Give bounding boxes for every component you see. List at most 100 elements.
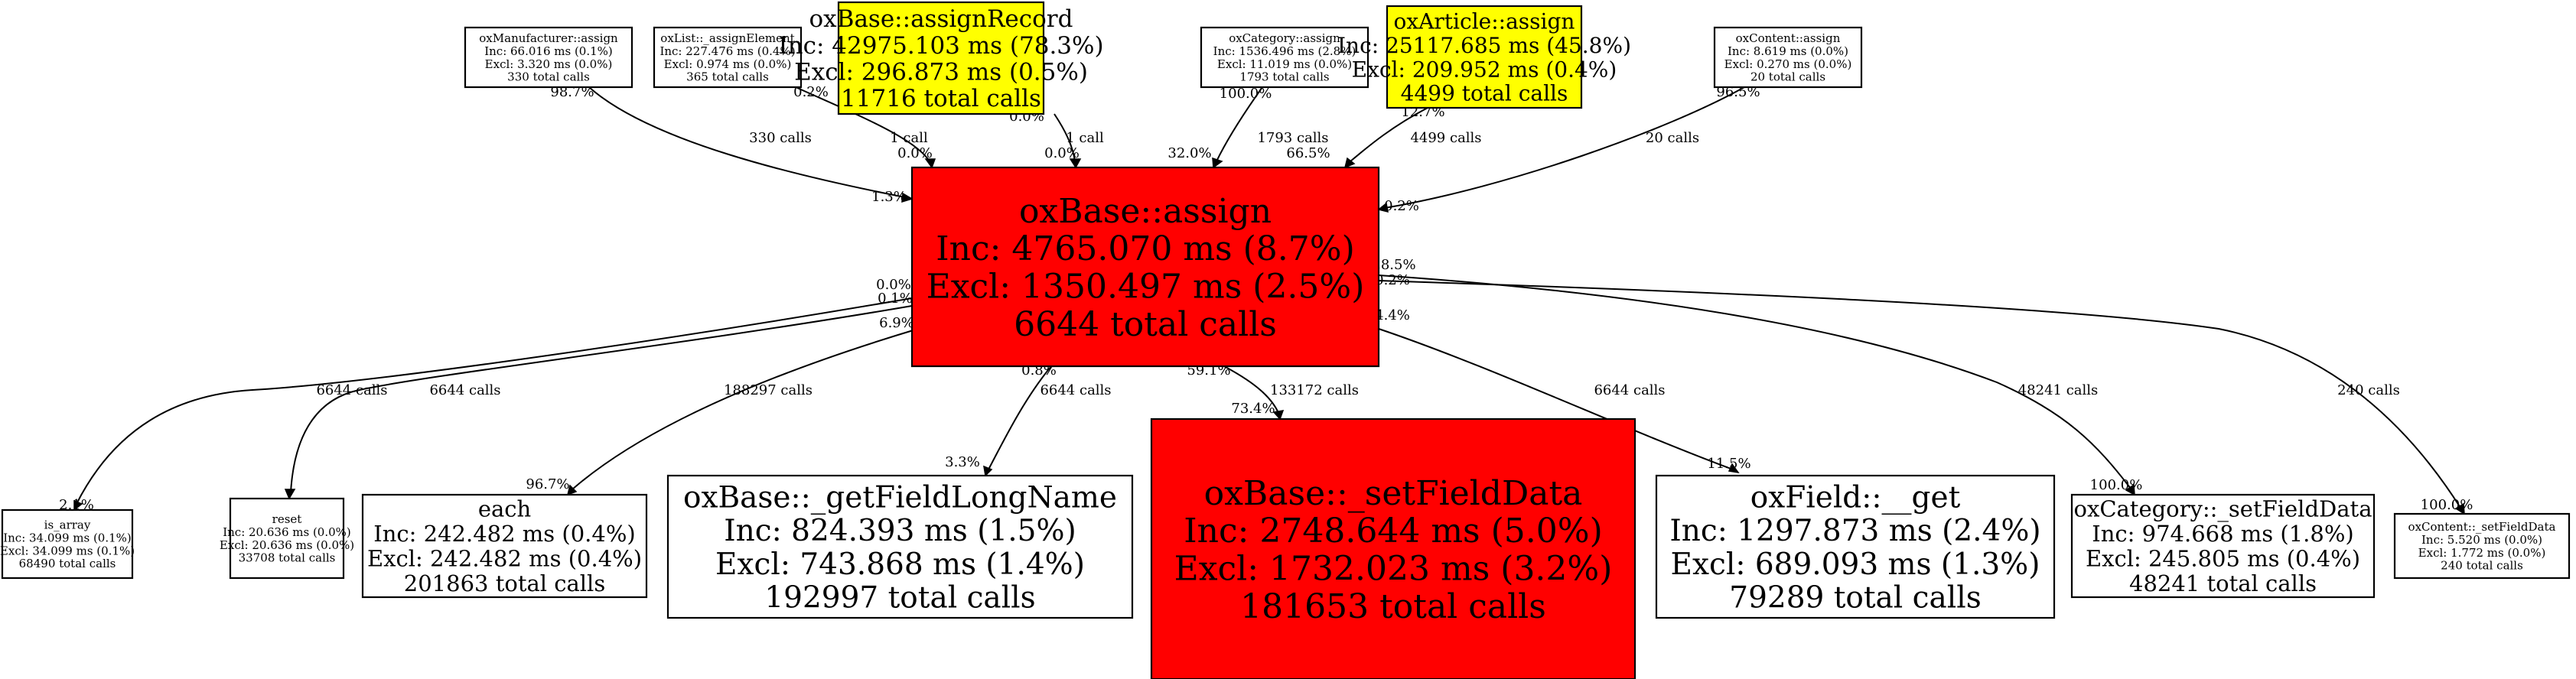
- node-inclusive-time: Inc: 4765.070 ms (8.7%): [936, 229, 1355, 268]
- edge-calls-label: 6644 calls: [1594, 382, 1665, 398]
- node-inclusive-time: Inc: 25117.685 ms (45.8%): [1337, 33, 1631, 58]
- node-total-calls: 201863 total calls: [404, 570, 605, 596]
- edge-caller-percent: 6.9%: [879, 315, 914, 331]
- node-function-name: oxBase::assignRecord: [809, 5, 1073, 33]
- edge-calls-label: 6644 calls: [1040, 382, 1111, 398]
- edge-calls-label: 240 calls: [2337, 382, 2400, 398]
- node-exclusive-time: Excl: 0.270 ms (0.0%): [1724, 57, 1852, 71]
- node-total-calls: 181653 total calls: [1240, 587, 1546, 626]
- edge-line: [1223, 365, 1279, 414]
- node-exclusive-time: Excl: 11.019 ms (0.0%): [1217, 57, 1352, 71]
- arrowhead-icon: [1377, 202, 1389, 213]
- node-box: [464, 26, 633, 89]
- node-exclusive-time: Excl: 743.868 ms (1.4%): [715, 547, 1085, 582]
- node-function-name: oxBase::_getFieldLongName: [683, 481, 1117, 515]
- edge-line: [1378, 280, 2461, 508]
- node-total-calls: 11716 total calls: [841, 85, 1041, 112]
- edge-caller-percent: 4.4%: [1375, 307, 1410, 323]
- node-exclusive-time: Excl: 242.482 ms (0.4%): [367, 546, 642, 572]
- node-inclusive-time: Inc: 8.619 ms (0.0%): [1728, 44, 1848, 58]
- node-function-name: oxCategory::assign: [1229, 31, 1340, 45]
- node-exclusive-time: Excl: 3.320 ms (0.0%): [485, 57, 613, 71]
- call-edge: 330 calls 98.7% 1.3%: [550, 84, 913, 205]
- node-total-calls: 6644 total calls: [1014, 305, 1277, 344]
- arrowhead-icon: [2125, 483, 2135, 496]
- node-box: [1, 508, 134, 580]
- edge-calls-label: 188297 calls: [724, 382, 813, 398]
- edge-caller-percent: 0.0%: [876, 277, 911, 293]
- edge-callee-percent: 73.4%: [1231, 401, 1275, 417]
- node-inclusive-time: Inc: 42975.103 ms (78.3%): [778, 32, 1103, 60]
- arrowhead-icon: [901, 192, 913, 203]
- node-exclusive-time: Excl: 209.952 ms (0.4%): [1352, 57, 1617, 82]
- edge-callee-percent: 2.1%: [59, 497, 94, 513]
- edge-calls-label: 6644 calls: [316, 382, 387, 398]
- call-edge: 188297 calls 6.9% 96.7%: [526, 315, 919, 496]
- node-inclusive-time: Inc: 824.393 ms (1.5%): [724, 514, 1076, 548]
- edge-line: [795, 86, 930, 162]
- call-edge: 1793 calls 100.0% 32.0%: [1168, 86, 1329, 169]
- node-exclusive-time: Excl: 20.636 ms (0.0%): [220, 538, 354, 552]
- node-function-name: oxCategory::_setFieldData: [2074, 496, 2372, 523]
- edge-calls-label: 48241 calls: [2018, 382, 2099, 398]
- arrowhead-icon: [73, 499, 83, 512]
- arrowhead-icon: [1272, 410, 1285, 421]
- edge-callee-percent: 96.7%: [526, 476, 569, 492]
- node-total-calls: 365 total calls: [686, 70, 769, 84]
- node-exclusive-time: Excl: 1350.497 ms (2.5%): [927, 267, 1365, 306]
- node-total-calls: 330 total calls: [507, 70, 590, 84]
- node-exclusive-time: Excl: 0.974 ms (0.0%): [664, 57, 792, 71]
- node-exclusive-time: Excl: 34.099 ms (0.1%): [0, 544, 135, 557]
- node-inclusive-time: Inc: 34.099 ms (0.1%): [3, 531, 132, 545]
- edge-caller-percent: 0.2%: [793, 84, 829, 100]
- node-function-name: oxManufacturer::assign: [479, 31, 618, 45]
- edge-caller-percent: 96.5%: [1716, 84, 1760, 100]
- edge-line: [1378, 328, 1734, 470]
- node-box: [2393, 512, 2571, 580]
- edge-callee-percent: 100.0%: [2090, 477, 2143, 493]
- edge-calls-label: 330 calls: [749, 130, 812, 146]
- node-total-calls: 68490 total calls: [19, 557, 116, 570]
- edge-calls-label: 1793 calls: [1257, 130, 1328, 146]
- edge-caller-percent: 100.0%: [1220, 86, 1272, 102]
- node-function-name: oxList::_assignElement: [660, 31, 794, 45]
- edge-line: [76, 297, 913, 505]
- node-box: [1713, 26, 1863, 89]
- node-box: [1200, 26, 1369, 89]
- node-total-calls: 1793 total calls: [1239, 70, 1329, 84]
- node-exclusive-time: Excl: 689.093 ms (1.3%): [1671, 547, 2040, 582]
- node-function-name: oxBase::_setFieldData: [1204, 474, 1583, 513]
- node-total-calls: 192997 total calls: [764, 581, 1035, 616]
- arrowhead-icon: [566, 484, 578, 496]
- node-box: [666, 474, 1134, 619]
- node-inclusive-time: Inc: 2748.644 ms (5.0%): [1184, 512, 1603, 551]
- edge-callee-percent: 1.3%: [871, 189, 907, 205]
- node-box: [229, 497, 345, 580]
- edge-calls-label: 1 call: [1066, 130, 1104, 146]
- node-exclusive-time: Excl: 1732.023 ms (3.2%): [1174, 549, 1613, 588]
- node-box: [1386, 5, 1583, 109]
- edge-calls-label: 1 call: [890, 130, 928, 146]
- node-function-name: oxArticle::assign: [1394, 9, 1575, 34]
- node-inclusive-time: Inc: 5.520 ms (0.0%): [2421, 533, 2542, 547]
- edge-calls-label: 6644 calls: [429, 382, 500, 398]
